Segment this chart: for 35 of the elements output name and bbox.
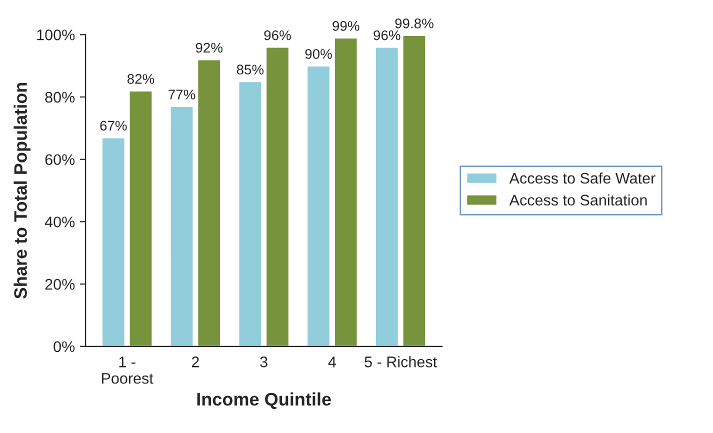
data-label: 77% [168,90,196,100]
x-tick-label: 2 [192,356,199,368]
legend-label: Access to Sanitation [509,194,647,206]
y-tick-label: 80% [45,92,75,103]
data-label: 67% [100,120,127,131]
data-label: 85% [236,64,264,74]
bar [265,46,290,346]
data-label: 82% [127,74,154,84]
data-label: 90% [305,49,332,59]
x-axis-title: Income Quintile [197,392,331,410]
data-label: 92% [196,42,223,53]
bar [402,34,427,346]
x-tick-label: 5 - Richest [364,356,437,368]
data-label: 99% [332,21,360,31]
y-tick-label: 60% [45,154,75,166]
y-tick-label: 100% [37,30,75,40]
bar [238,80,262,346]
y-tick-label: 0% [54,341,75,352]
bar [334,37,358,346]
x-tick-label: 4 [328,356,336,368]
y-axis-title: Share to Total Population [14,82,31,299]
x-tick-label: 1 - Poorest [102,356,154,384]
data-label: 96% [374,30,400,40]
bar [374,46,400,346]
data-label: 96% [264,30,291,40]
legend-label: Access to Safe Water [509,172,656,184]
y-tick-label: 20% [45,278,75,290]
bar [128,90,154,346]
bar [196,58,222,346]
bar [169,106,194,346]
x-tick-label: 3 [260,356,268,368]
data-label: 99.8% [395,18,434,28]
bar [101,136,126,346]
bar [306,65,331,346]
y-tick-label: 40% [44,216,75,228]
